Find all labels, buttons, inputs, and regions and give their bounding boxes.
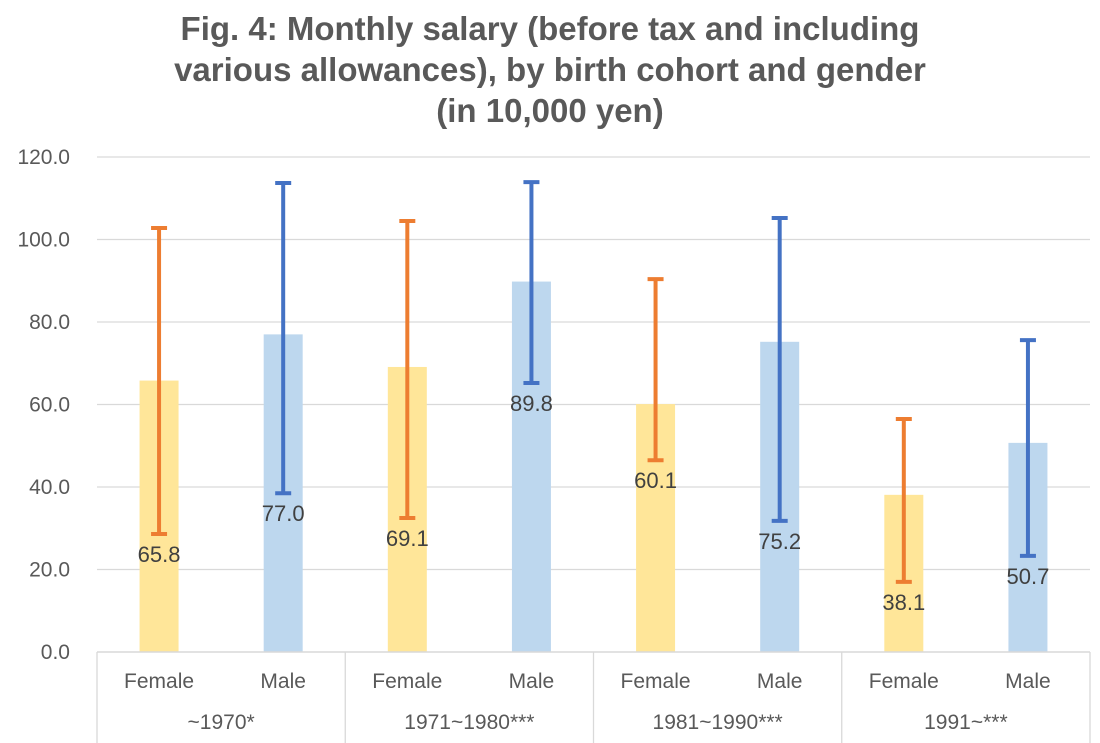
chart-title-line-3: (in 10,000 yen) (436, 92, 664, 129)
data-label: 60.1 (634, 468, 677, 493)
y-tick-label: 40.0 (29, 476, 70, 499)
chart-title: Fig. 4: Monthly salary (before tax and i… (0, 8, 1100, 131)
x-category-label: Female (124, 670, 194, 693)
y-tick-label: 60.0 (29, 394, 70, 417)
gridlines (97, 156, 1090, 571)
y-axis: 0.0 20.0 40.0 60.0 80.0 100.0 120.0 (17, 146, 70, 664)
y-tick-label: 80.0 (29, 311, 70, 334)
x-category-label: Female (869, 670, 939, 693)
x-group-label: 1991~*** (924, 711, 1008, 734)
x-group-label: 1971~1980*** (404, 711, 534, 734)
x-category-label: Male (509, 670, 555, 693)
x-category-label: Female (372, 670, 442, 693)
y-tick-label: 20.0 (29, 559, 70, 582)
chart-title-line-2: various allowances), by birth cohort and… (174, 51, 926, 88)
x-category-label: Male (260, 670, 306, 693)
x-group-label: 1981~1990*** (653, 711, 783, 734)
chart-title-line-1: Fig. 4: Monthly salary (before tax and i… (180, 10, 920, 47)
data-label: 77.0 (262, 501, 305, 526)
data-label: 38.1 (882, 590, 925, 615)
data-label: 69.1 (386, 526, 429, 551)
x-category-label: Male (1005, 670, 1051, 693)
x-category-label: Male (757, 670, 803, 693)
y-tick-label: 100.0 (17, 229, 70, 252)
error-bars (151, 180, 1036, 584)
data-labels: 65.8 77.0 69.1 89.8 60.1 75.2 38.1 50.7 (138, 391, 1050, 615)
y-tick-label: 120.0 (17, 146, 70, 169)
x-axis: Female Male~1970*Female Male1971~1980***Fe… (96, 651, 1091, 743)
data-label: 65.8 (138, 542, 181, 567)
data-label: 75.2 (758, 529, 801, 554)
x-group-label: ~1970* (188, 711, 255, 734)
bars (139, 281, 1048, 652)
x-category-label: Female (621, 670, 691, 693)
y-tick-label: 0.0 (41, 641, 70, 664)
data-label: 89.8 (510, 391, 553, 416)
data-label: 50.7 (1007, 564, 1050, 589)
